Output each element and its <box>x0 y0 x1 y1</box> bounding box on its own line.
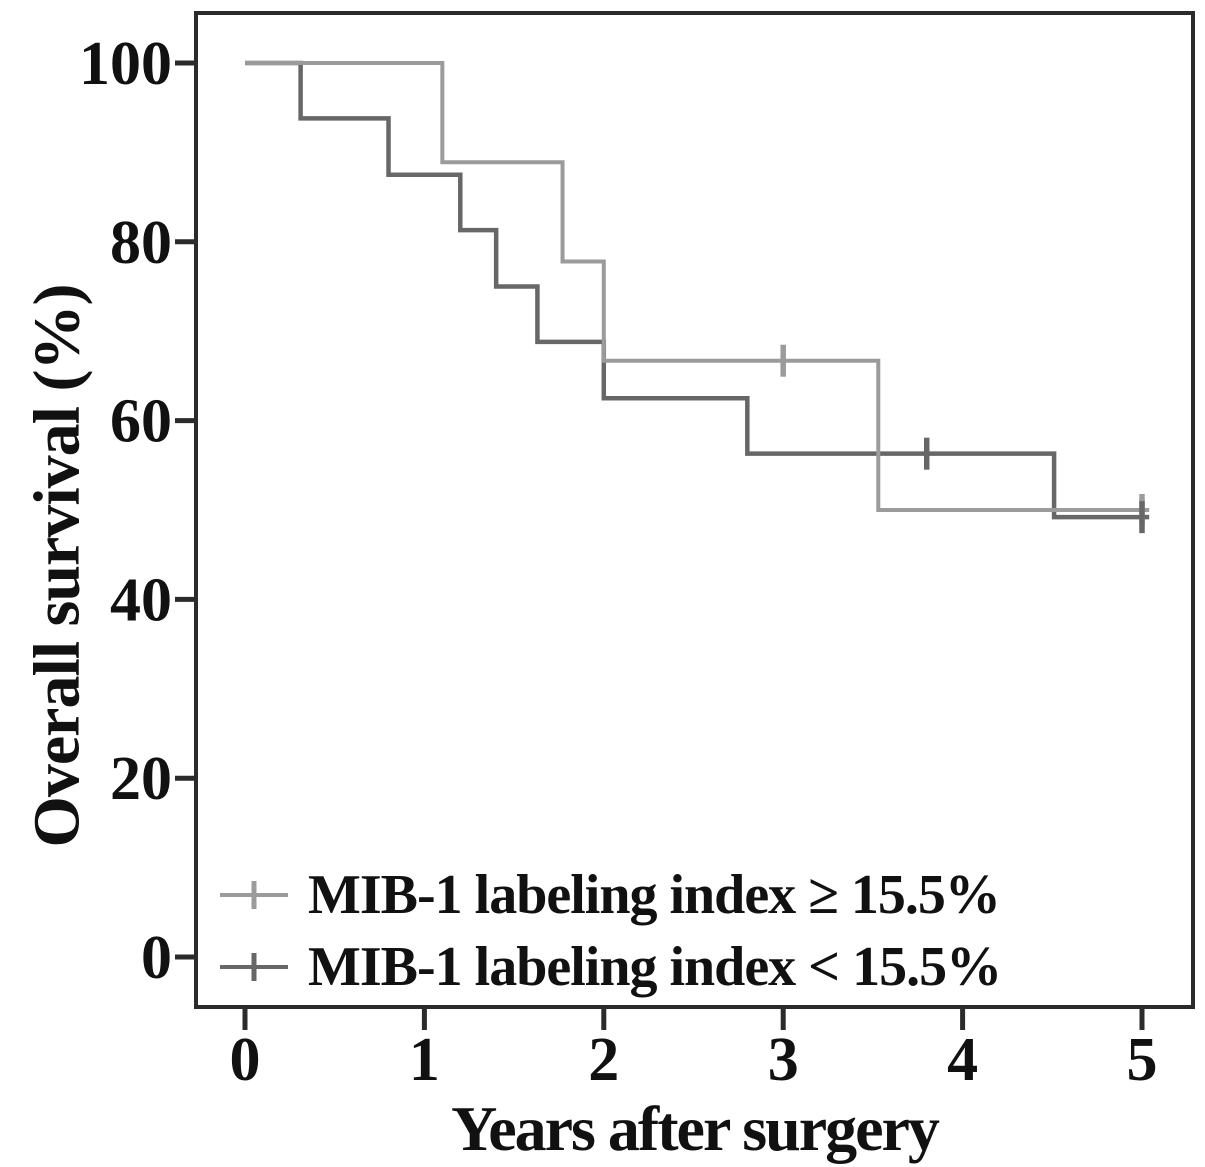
censor-marks <box>780 344 1145 534</box>
x-axis-title: Years after surgery <box>451 1093 940 1164</box>
legend-item-low-mib1: MIB-1 labeling index < 15.5% <box>216 932 1002 1002</box>
axis-ticks: 0 20 40 60 80 100 0 1 2 3 4 5 <box>79 30 1158 1094</box>
x-tick-label: 2 <box>588 1026 619 1094</box>
survival-curve-low-mib1 <box>245 60 1150 520</box>
y-tick-label: 40 <box>110 566 172 634</box>
legend-label-low-mib1: MIB-1 labeling index < 15.5% <box>308 936 1002 998</box>
y-tick-label: 100 <box>79 30 172 98</box>
survival-curves <box>245 60 1150 520</box>
legend-marker-low-mib1-icon <box>220 953 288 981</box>
x-tick-label: 5 <box>1127 1026 1158 1094</box>
legend-label-high-mib1: MIB-1 labeling index ≥ 15.5% <box>308 864 1001 926</box>
y-tick-label: 0 <box>141 924 172 992</box>
survival-curve-high-mib1 <box>245 61 1150 512</box>
plot-border <box>194 11 1195 1009</box>
y-tick-label: 60 <box>110 388 172 456</box>
x-tick-label: 3 <box>768 1026 799 1094</box>
y-tick-label: 20 <box>110 745 172 813</box>
x-tick-label: 1 <box>409 1026 440 1094</box>
y-tick-label: 80 <box>110 209 172 277</box>
x-tick-label: 0 <box>230 1026 261 1094</box>
x-tick-label: 4 <box>947 1026 978 1094</box>
legend-item-high-mib1: MIB-1 labeling index ≥ 15.5% <box>216 860 1001 930</box>
legend-marker-high-mib1-icon <box>220 881 288 909</box>
legend: MIB-1 labeling index ≥ 15.5% MIB-1 label… <box>216 860 1002 1002</box>
